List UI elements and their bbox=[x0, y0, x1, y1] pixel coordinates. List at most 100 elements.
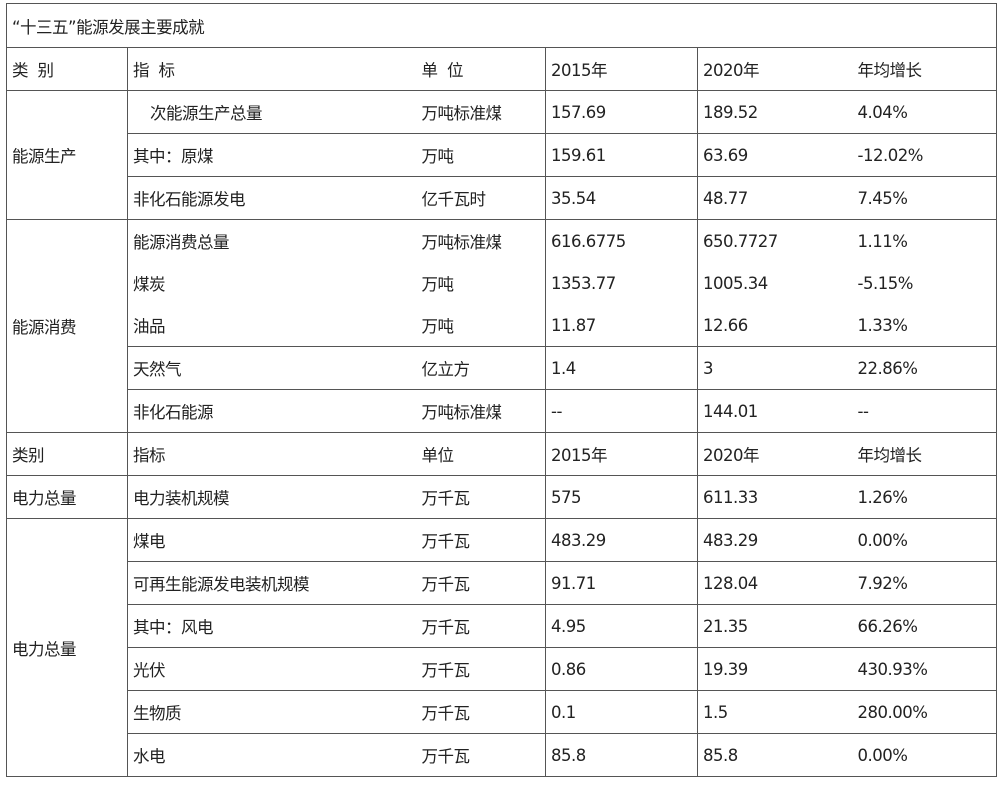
table-row: 电力总量 电力装机规模 万千瓦 575 611.33 1.26% bbox=[6, 475, 998, 519]
unit-cell: 亿立方 bbox=[416, 346, 546, 390]
indicator-cell: 油品 bbox=[127, 304, 417, 347]
table-title: “十三五”能源发展主要成就 bbox=[5, 3, 998, 48]
unit-cell: 万吨 bbox=[416, 262, 546, 304]
growth-cell: 66.26% bbox=[852, 604, 998, 648]
value-2020-cell: 650.7727 bbox=[697, 219, 853, 262]
header-unit: 单 位 bbox=[416, 47, 546, 91]
value-2020-cell: 1.5 bbox=[697, 690, 853, 734]
growth-cell: 1.33% bbox=[852, 304, 998, 347]
value-2015-cell: 35.54 bbox=[545, 176, 698, 220]
unit-cell: 万千瓦 bbox=[416, 733, 546, 777]
table-row: 非化石能源 万吨标准煤 -- 144.01 -- bbox=[7, 389, 998, 433]
indicator-cell: 非化石能源 bbox=[127, 389, 417, 433]
value-2015-cell: 85.8 bbox=[545, 733, 698, 777]
value-2015-cell: 11.87 bbox=[545, 304, 698, 347]
unit-cell: 万千瓦 bbox=[416, 604, 546, 648]
unit-cell: 万千瓦 bbox=[416, 690, 546, 734]
growth-cell: 0.00% bbox=[852, 518, 998, 562]
table-row: 可再生能源发电装机规模 万千瓦 91.71 128.04 7.92% bbox=[7, 561, 998, 605]
table-row: 电力总量 煤电 万千瓦 483.29 483.29 0.00% bbox=[6, 518, 998, 777]
value-2015-cell: 483.29 bbox=[545, 518, 698, 562]
header2-2020: 2020年 bbox=[697, 432, 853, 476]
table-row: 生物质 万千瓦 0.1 1.5 280.00% bbox=[7, 690, 998, 734]
value-2020-cell: 611.33 bbox=[697, 475, 853, 519]
growth-cell: -5.15% bbox=[852, 262, 998, 304]
energy-achievements-table: “十三五”能源发展主要成就 类 别 指 标 单 位 2015年 2020年 年均… bbox=[5, 3, 998, 777]
value-2020-cell: 21.35 bbox=[697, 604, 853, 648]
value-2015-cell: 1.4 bbox=[545, 346, 698, 390]
unit-cell: 万吨标准煤 bbox=[416, 90, 546, 134]
value-2020-cell: 3 bbox=[697, 346, 853, 390]
indicator-cell: 次能源生产总量 bbox=[127, 90, 417, 134]
indicator-cell: 光伏 bbox=[127, 647, 417, 691]
table-row: 其中：原煤 万吨 159.61 63.69 -12.02% bbox=[7, 133, 998, 177]
indicator-cell: 电力装机规模 bbox=[127, 475, 417, 519]
unit-cell: 万千瓦 bbox=[416, 518, 546, 562]
indicator-cell: 可再生能源发电装机规模 bbox=[127, 561, 417, 605]
header2-2015: 2015年 bbox=[545, 432, 698, 476]
category-cell: 电力总量 bbox=[6, 518, 128, 777]
header-2015: 2015年 bbox=[545, 47, 698, 91]
value-2015-cell: 1353.77 bbox=[545, 262, 698, 304]
unit-cell: 万吨标准煤 bbox=[416, 389, 546, 433]
value-2015-cell: 0.86 bbox=[545, 647, 698, 691]
indicator-cell: 天然气 bbox=[127, 346, 417, 390]
unit-cell: 万吨 bbox=[416, 304, 546, 347]
unit-cell: 万吨 bbox=[416, 133, 546, 177]
header-category: 类 别 bbox=[6, 47, 128, 91]
unit-cell: 万千瓦 bbox=[416, 561, 546, 605]
growth-cell: -- bbox=[852, 389, 998, 433]
title-row: “十三五”能源发展主要成就 bbox=[5, 3, 998, 48]
growth-cell: 0.00% bbox=[852, 733, 998, 777]
header-row-2: 类别 指标 单位 2015年 2020年 年均增长 bbox=[6, 432, 998, 476]
growth-cell: 7.92% bbox=[852, 561, 998, 605]
value-2015-cell: 4.95 bbox=[545, 604, 698, 648]
header2-category: 类别 bbox=[6, 432, 128, 476]
header2-growth: 年均增长 bbox=[852, 432, 998, 476]
value-2020-cell: 144.01 bbox=[697, 389, 853, 433]
growth-cell: 7.45% bbox=[852, 176, 998, 220]
indicator-cell: 生物质 bbox=[127, 690, 417, 734]
unit-cell: 万吨标准煤 bbox=[416, 219, 546, 262]
value-2020-cell: 63.69 bbox=[697, 133, 853, 177]
value-2020-cell: 128.04 bbox=[697, 561, 853, 605]
header-growth: 年均增长 bbox=[852, 47, 998, 91]
value-2020-cell: 483.29 bbox=[697, 518, 853, 562]
growth-cell: 1.11% bbox=[852, 219, 998, 262]
value-2015-cell: 0.1 bbox=[545, 690, 698, 734]
category-cell: 能源消费 bbox=[6, 219, 128, 433]
value-2020-cell: 19.39 bbox=[697, 647, 853, 691]
header-indicator: 指 标 bbox=[127, 47, 417, 91]
growth-cell: 4.04% bbox=[852, 90, 998, 134]
table-row: 其中：风电 万千瓦 4.95 21.35 66.26% bbox=[7, 604, 998, 648]
table-row: 天然气 亿立方 1.4 3 22.86% bbox=[7, 346, 998, 390]
indicator-cell: 煤炭 bbox=[127, 262, 417, 304]
indicator-cell: 其中：原煤 bbox=[127, 133, 417, 177]
indicator-cell: 其中：风电 bbox=[127, 604, 417, 648]
header2-indicator: 指标 bbox=[127, 432, 417, 476]
value-2020-cell: 12.66 bbox=[697, 304, 853, 347]
indicator-cell: 水电 bbox=[127, 733, 417, 777]
unit-cell: 万千瓦 bbox=[416, 647, 546, 691]
header2-unit: 单位 bbox=[416, 432, 546, 476]
header-2020: 2020年 bbox=[697, 47, 853, 91]
unit-cell: 万千瓦 bbox=[416, 475, 546, 519]
table-row: 水电 万千瓦 85.8 85.8 0.00% bbox=[7, 733, 998, 777]
header-row: 类 别 指 标 单 位 2015年 2020年 年均增长 bbox=[6, 47, 998, 91]
value-2015-cell: 159.61 bbox=[545, 133, 698, 177]
value-2015-cell: 157.69 bbox=[545, 90, 698, 134]
table-row: 油品 万吨 11.87 12.66 1.33% bbox=[7, 304, 998, 347]
value-2015-cell: -- bbox=[545, 389, 698, 433]
growth-cell: 1.26% bbox=[852, 475, 998, 519]
growth-cell: 430.93% bbox=[852, 647, 998, 691]
value-2015-cell: 616.6775 bbox=[545, 219, 698, 262]
table-row: 光伏 万千瓦 0.86 19.39 430.93% bbox=[7, 647, 998, 691]
value-2015-cell: 91.71 bbox=[545, 561, 698, 605]
table-row: 能源消费 能源消费总量 万吨标准煤 616.6775 650.7727 1.11% bbox=[6, 219, 998, 433]
category-cell: 能源生产 bbox=[6, 90, 128, 220]
indicator-cell: 非化石能源发电 bbox=[127, 176, 417, 220]
growth-cell: -12.02% bbox=[852, 133, 998, 177]
value-2015-cell: 575 bbox=[545, 475, 698, 519]
value-2020-cell: 48.77 bbox=[697, 176, 853, 220]
indicator-cell: 煤电 bbox=[127, 518, 417, 562]
